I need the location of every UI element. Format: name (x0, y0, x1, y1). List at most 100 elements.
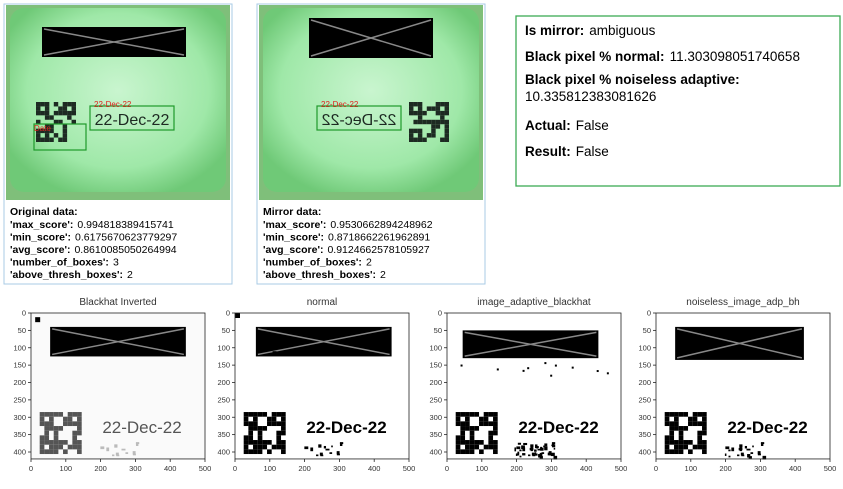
qr-cell (431, 106, 435, 110)
qr-cell (427, 120, 431, 124)
noise-speck (100, 446, 104, 449)
noise-speck (522, 453, 525, 455)
qr-cell (669, 426, 674, 431)
image-date-text: 22-Dec-22 (306, 418, 386, 437)
y-tick-label: 0 (22, 309, 26, 318)
qr-cell (669, 449, 674, 454)
qr-cell (72, 440, 77, 445)
data-key: 'min_score': (10, 232, 71, 244)
qr-cell (470, 440, 475, 445)
qr-cell (465, 417, 470, 422)
qr-cell (669, 435, 674, 440)
qr-cell (58, 440, 63, 445)
qr-cell (465, 412, 470, 417)
noise-speck (521, 445, 525, 449)
y-tick-label: 50 (434, 326, 442, 335)
x-tick-label: 300 (129, 464, 142, 473)
box-label: 22-Dec-22 (321, 100, 359, 109)
result-value: ambiguous (589, 23, 655, 38)
qr-cell (45, 138, 49, 142)
qr-cell (72, 111, 76, 115)
qr-cell (63, 421, 68, 426)
noise-speck (750, 452, 753, 454)
noise-speck (304, 446, 308, 449)
qr-cell (281, 449, 286, 454)
qr-cell (445, 106, 449, 110)
qr-cell (697, 435, 702, 440)
noise-speck (745, 446, 747, 448)
noise-speck (728, 450, 730, 452)
qr-cell (436, 124, 440, 128)
qr-cell (484, 417, 489, 422)
qr-cell (72, 445, 77, 450)
qr-cell (54, 412, 59, 417)
qr-cell (272, 445, 277, 450)
x-tick-label: 300 (545, 464, 558, 473)
qr-cell (674, 426, 679, 431)
qr-cell (409, 102, 413, 106)
qr-cell (470, 426, 475, 431)
noise-speck (544, 443, 547, 446)
qr-cell (422, 138, 426, 142)
qr-cell (488, 435, 493, 440)
noise-speck (516, 446, 520, 449)
y-tick-label: 150 (217, 361, 230, 370)
data-key: 'above_thresh_boxes': (263, 269, 376, 281)
qr-cell (40, 102, 44, 106)
y-tick-label: 0 (226, 309, 230, 318)
qr-cell (244, 449, 249, 454)
y-tick-label: 250 (217, 395, 230, 404)
qr-cell (67, 102, 71, 106)
qr-cell (436, 111, 440, 115)
qr-cell (465, 426, 470, 431)
y-tick-label: 400 (217, 448, 230, 457)
qr-cell (54, 111, 58, 115)
noise-speck (532, 453, 535, 456)
qr-cell (244, 435, 249, 440)
qr-cell (683, 412, 688, 417)
noise-speck (540, 448, 544, 451)
qr-cell (36, 102, 40, 106)
result-label: Result: (525, 144, 571, 159)
qr-cell (669, 440, 674, 445)
qr-cell (418, 129, 422, 133)
qr-cell (49, 115, 53, 119)
x-tick-label: 200 (298, 464, 311, 473)
y-tick-label: 150 (13, 361, 26, 370)
data-value: 2 (127, 269, 133, 281)
noise-speck (514, 447, 516, 451)
qr-cell (77, 431, 82, 436)
result-panel: Is mirror:ambiguousBlack pixel % normal:… (516, 16, 840, 186)
qr-cell (436, 106, 440, 110)
qr-cell (44, 412, 49, 417)
x-tick-label: 0 (233, 464, 237, 473)
qr-cell (488, 431, 493, 436)
qr-cell (427, 106, 431, 110)
qr-cell (493, 445, 498, 450)
noise-speck (555, 365, 557, 367)
y-tick-label: 250 (638, 395, 651, 404)
qr-cell (474, 426, 479, 431)
qr-cell (409, 138, 413, 142)
qr-cell (45, 102, 49, 106)
qr-cell (688, 421, 693, 426)
qr-cell (244, 445, 249, 450)
noise-speck (324, 446, 326, 448)
y-tick-label: 200 (217, 378, 230, 387)
qr-cell (72, 431, 77, 436)
y-tick-label: 200 (13, 378, 26, 387)
x-tick-label: 100 (685, 464, 698, 473)
qr-cell (272, 412, 277, 417)
y-tick-label: 350 (13, 430, 26, 439)
noise-speck (725, 446, 729, 449)
qr-cell (409, 111, 413, 115)
qr-cell (418, 138, 422, 142)
box-label: 22-Dec-22 (94, 100, 132, 109)
qr-cell (683, 426, 688, 431)
data-value: 0.9124662578105927 (327, 244, 429, 256)
noise-speck (136, 443, 138, 446)
qr-cell (460, 440, 465, 445)
qr-cell (493, 412, 498, 417)
qr-cell (702, 426, 707, 431)
qr-cell (77, 417, 82, 422)
